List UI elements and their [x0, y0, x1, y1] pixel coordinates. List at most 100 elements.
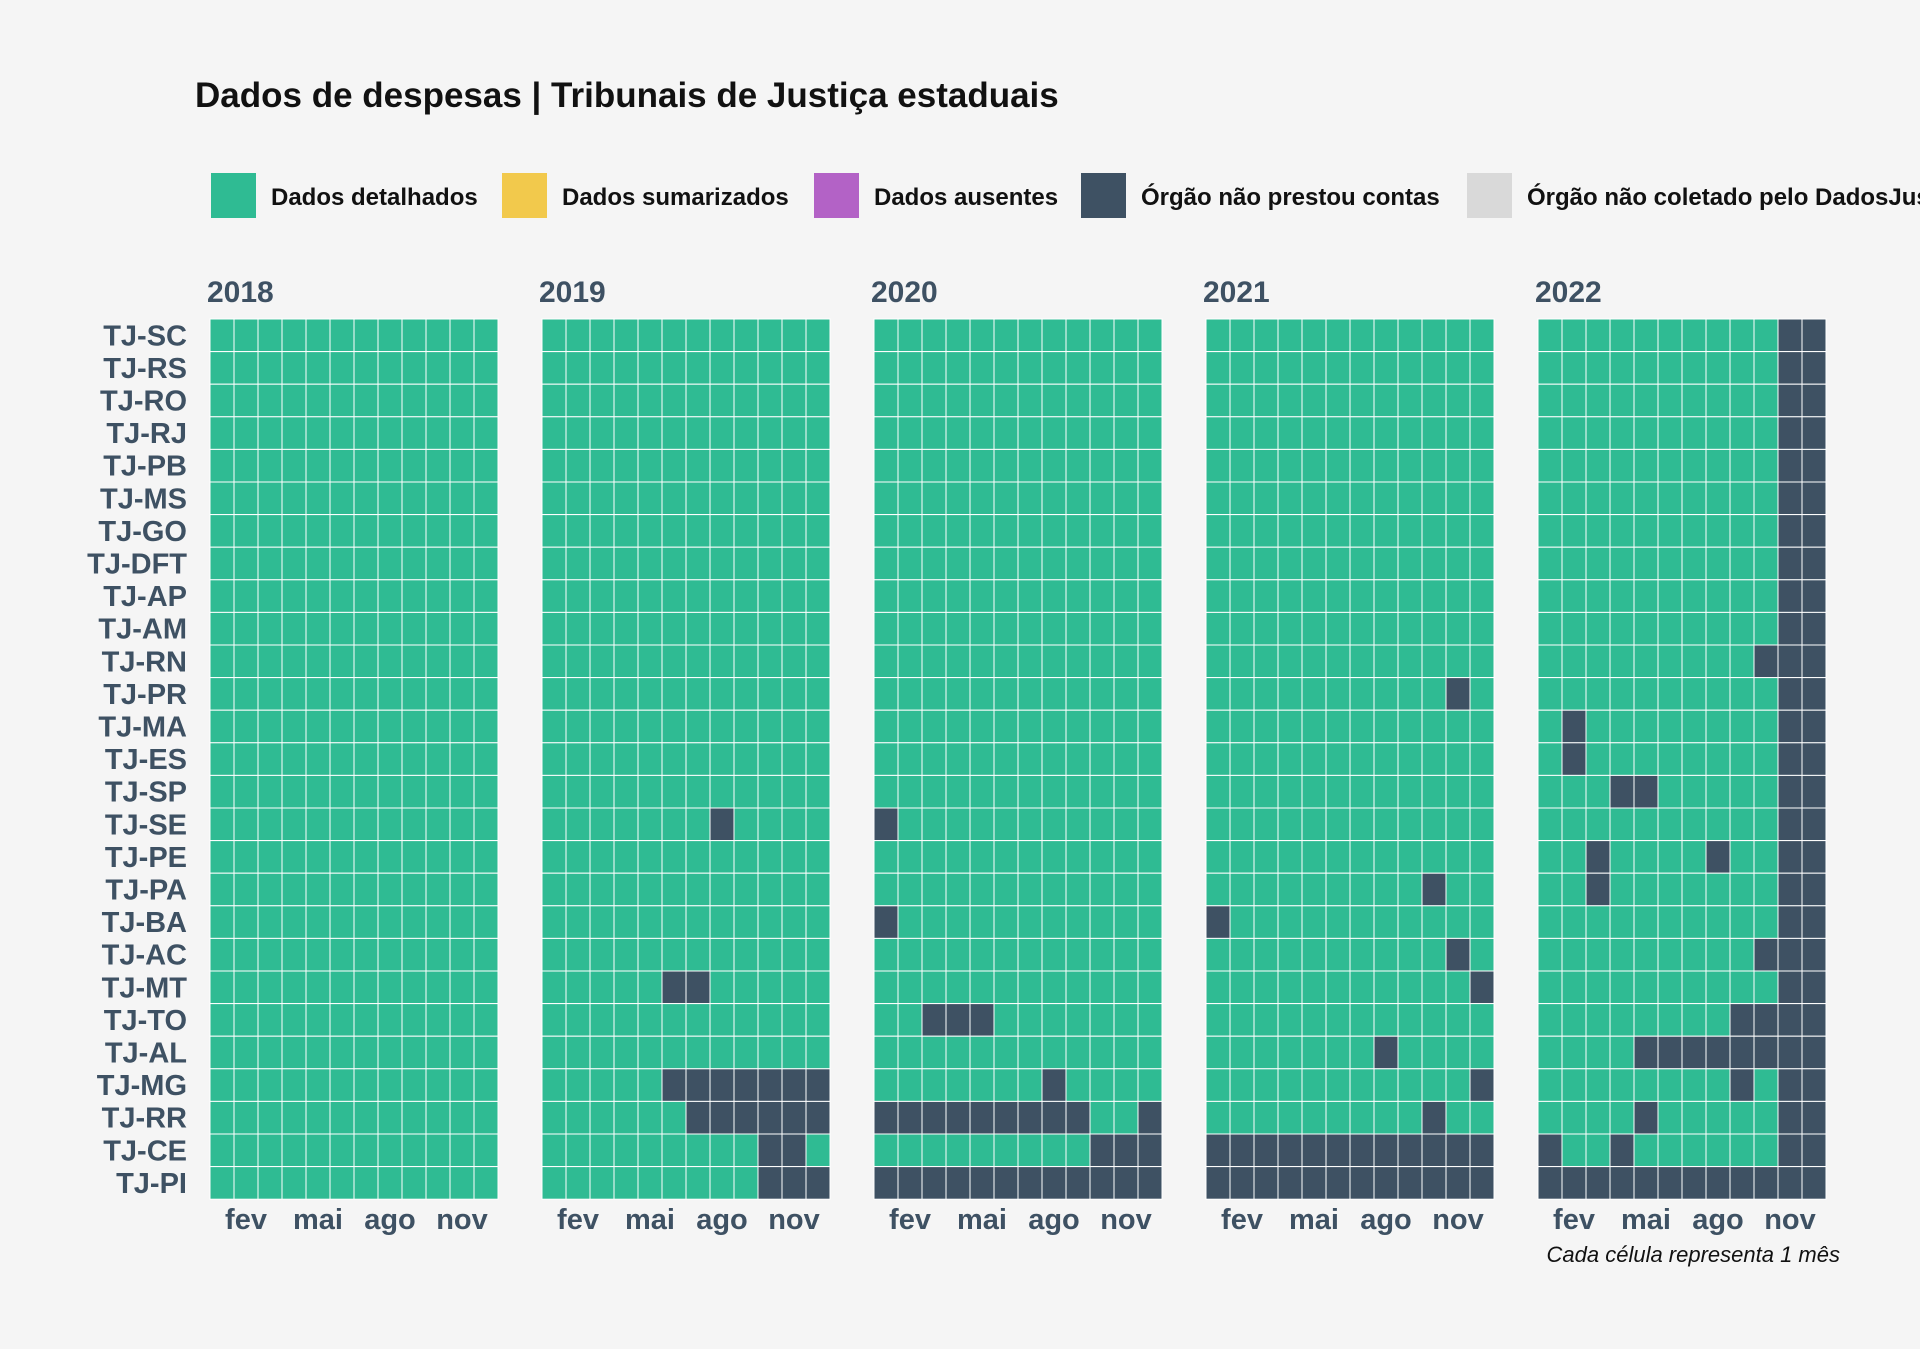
cell-TJ-RO-2019-7: [685, 383, 711, 418]
cell-TJ-PB-2021-12: [1469, 448, 1495, 483]
cell-TJ-AL-2019-1: [541, 1035, 567, 1070]
cell-TJ-AM-2021-1: [1205, 611, 1231, 646]
cell-TJ-CE-2021-9: [1397, 1133, 1423, 1168]
cell-TJ-PB-2019-5: [637, 448, 663, 483]
cell-TJ-RN-2021-7: [1349, 644, 1375, 679]
cell-TJ-PB-2020-9: [1065, 448, 1091, 483]
cell-TJ-AL-2018-7: [353, 1035, 379, 1070]
legend-swatch-2: [814, 173, 859, 218]
cell-TJ-AL-2019-10: [757, 1035, 783, 1070]
cell-TJ-RO-2021-10: [1421, 383, 1447, 418]
legend-swatch-3: [1081, 173, 1126, 218]
cell-TJ-MG-2018-12: [473, 1068, 499, 1102]
cell-TJ-AP-2022-11: [1777, 579, 1803, 613]
chart-caption: Cada célula representa 1 mês: [1547, 1242, 1841, 1267]
cell-TJ-AM-2022-12: [1801, 611, 1827, 646]
cell-TJ-AP-2021-6: [1325, 579, 1351, 613]
cell-TJ-AM-2018-6: [329, 611, 355, 646]
cell-TJ-GO-2018-6: [329, 514, 355, 548]
cell-TJ-AM-2020-5: [969, 611, 995, 646]
cell-TJ-AL-2019-6: [661, 1035, 687, 1070]
cell-TJ-CE-2021-5: [1301, 1133, 1327, 1168]
cell-TJ-PI-2018-12: [473, 1166, 499, 1200]
cell-TJ-PR-2022-10: [1753, 677, 1779, 711]
cell-TJ-BA-2021-4: [1277, 905, 1303, 939]
cell-TJ-RR-2022-7: [1681, 1100, 1707, 1135]
cell-TJ-RN-2022-5: [1633, 644, 1659, 679]
cell-TJ-RJ-2018-4: [281, 416, 307, 450]
cell-TJ-GO-2018-9: [401, 514, 427, 548]
cell-TJ-MG-2018-2: [233, 1068, 259, 1102]
cell-TJ-PE-2022-3: [1585, 840, 1611, 874]
cell-TJ-AP-2021-10: [1421, 579, 1447, 613]
cell-TJ-PI-2021-10: [1421, 1166, 1447, 1200]
cell-TJ-ES-2021-8: [1373, 742, 1399, 776]
cell-TJ-SE-2020-3: [921, 807, 947, 842]
cell-TJ-AP-2022-2: [1561, 579, 1587, 613]
cell-TJ-MG-2019-11: [781, 1068, 807, 1102]
cell-TJ-SE-2019-4: [613, 807, 639, 842]
cell-TJ-RS-2020-7: [1017, 351, 1043, 385]
cell-TJ-RN-2019-12: [805, 644, 831, 679]
cell-TJ-AC-2021-5: [1301, 937, 1327, 972]
cell-TJ-RO-2020-1: [873, 383, 899, 418]
cell-TJ-DFT-2022-10: [1753, 546, 1779, 581]
cell-TJ-TO-2019-9: [733, 1003, 759, 1037]
cell-TJ-PR-2022-1: [1537, 677, 1563, 711]
cell-TJ-RR-2021-5: [1301, 1100, 1327, 1135]
cell-TJ-MG-2021-9: [1397, 1068, 1423, 1102]
cell-TJ-MG-2019-2: [565, 1068, 591, 1102]
cell-TJ-RO-2019-2: [565, 383, 591, 418]
cell-TJ-MS-2020-3: [921, 481, 947, 516]
cell-TJ-RS-2020-8: [1041, 351, 1067, 385]
cell-TJ-TO-2022-7: [1681, 1003, 1707, 1037]
cell-TJ-PA-2020-4: [945, 872, 971, 907]
cell-TJ-PB-2019-2: [565, 448, 591, 483]
cell-TJ-BA-2021-11: [1445, 905, 1471, 939]
cell-TJ-PI-2021-11: [1445, 1166, 1471, 1200]
cell-TJ-TO-2022-4: [1609, 1003, 1635, 1037]
cell-TJ-MG-2021-1: [1205, 1068, 1231, 1102]
cell-TJ-GO-2020-12: [1137, 514, 1163, 548]
cell-TJ-MA-2021-1: [1205, 709, 1231, 744]
cell-TJ-CE-2020-1: [873, 1133, 899, 1168]
cell-TJ-BA-2021-7: [1349, 905, 1375, 939]
cell-TJ-AL-2019-9: [733, 1035, 759, 1070]
cell-TJ-RO-2019-9: [733, 383, 759, 418]
cell-TJ-CE-2018-7: [353, 1133, 379, 1168]
cell-TJ-RR-2018-4: [281, 1100, 307, 1135]
cell-TJ-AL-2020-9: [1065, 1035, 1091, 1070]
cell-TJ-PI-2022-12: [1801, 1166, 1827, 1200]
cell-TJ-AL-2018-11: [449, 1035, 475, 1070]
cell-TJ-SP-2020-5: [969, 774, 995, 809]
cell-TJ-PI-2018-9: [401, 1166, 427, 1200]
cell-TJ-RR-2021-2: [1229, 1100, 1255, 1135]
cell-TJ-SC-2020-8: [1041, 318, 1067, 353]
cell-TJ-RS-2020-12: [1137, 351, 1163, 385]
cell-TJ-PI-2020-10: [1089, 1166, 1115, 1200]
cell-TJ-SC-2018-4: [281, 318, 307, 353]
cell-TJ-GO-2018-7: [353, 514, 379, 548]
cell-TJ-GO-2019-6: [661, 514, 687, 548]
cell-TJ-PB-2019-11: [781, 448, 807, 483]
court-label-TJ-AP: TJ-AP: [103, 581, 187, 613]
cell-TJ-PI-2022-5: [1633, 1166, 1659, 1200]
cell-TJ-CE-2020-12: [1137, 1133, 1163, 1168]
chart-title: Dados de despesas | Tribunais de Justiça…: [195, 76, 1059, 115]
cell-TJ-PR-2021-10: [1421, 677, 1447, 711]
legend-label-0: Dados detalhados: [271, 184, 478, 211]
cell-TJ-RN-2018-6: [329, 644, 355, 679]
cell-TJ-RR-2022-8: [1705, 1100, 1731, 1135]
cell-TJ-PI-2018-6: [329, 1166, 355, 1200]
cell-TJ-DFT-2020-12: [1137, 546, 1163, 581]
cell-TJ-GO-2022-7: [1681, 514, 1707, 548]
cell-TJ-AC-2019-1: [541, 937, 567, 972]
cell-TJ-AM-2021-9: [1397, 611, 1423, 646]
cell-TJ-PE-2018-5: [305, 840, 331, 874]
cell-TJ-AC-2022-9: [1729, 937, 1755, 972]
cell-TJ-AM-2018-9: [401, 611, 427, 646]
cell-TJ-MG-2020-1: [873, 1068, 899, 1102]
cell-TJ-RS-2022-4: [1609, 351, 1635, 385]
cell-TJ-MT-2021-11: [1445, 970, 1471, 1005]
cell-TJ-AC-2022-10: [1753, 937, 1779, 972]
